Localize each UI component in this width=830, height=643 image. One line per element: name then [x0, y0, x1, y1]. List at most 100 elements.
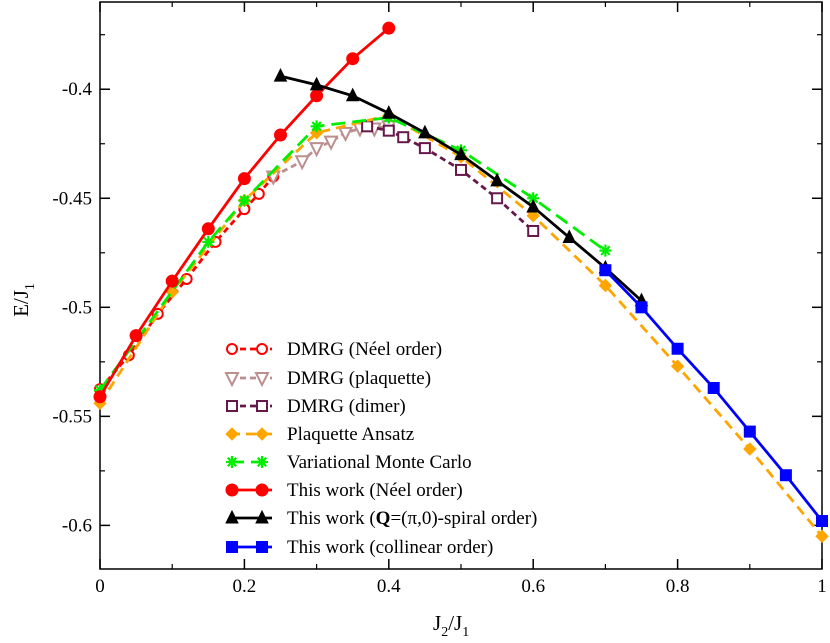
- data-point: [274, 128, 287, 142]
- star-stroke: [600, 245, 611, 256]
- data-point: [598, 278, 613, 293]
- series-line: [98, 113, 824, 538]
- data-point: [308, 142, 325, 158]
- data-point: [455, 163, 467, 176]
- data-point: [743, 442, 757, 456]
- data-point: [527, 224, 540, 237]
- data-point: [490, 172, 504, 187]
- x-tick-label: 0: [95, 576, 105, 597]
- data-point: [129, 329, 143, 343]
- x-tick-label: 0.8: [666, 576, 690, 597]
- data-point: [294, 155, 310, 171]
- data-point: [226, 541, 238, 553]
- legend-label-dmrg-plaquette: DMRG (plaquette): [287, 368, 431, 389]
- data-point: [165, 274, 179, 288]
- x-tick-label: 0.6: [521, 576, 545, 597]
- data-point: [526, 209, 540, 223]
- data-point: [397, 131, 410, 144]
- y-tick-label: -0.55: [52, 406, 92, 427]
- data-point: [238, 194, 251, 207]
- series-layer: [93, 21, 829, 543]
- legend-label-vmc: Variational Monte Carlo: [287, 452, 472, 473]
- data-point: [225, 509, 239, 524]
- data-point: [381, 105, 396, 119]
- data-point: [202, 235, 215, 248]
- data-point: [361, 120, 374, 133]
- data-point: [418, 124, 432, 139]
- data-point: [815, 529, 829, 543]
- x-tick-label: 1: [817, 576, 827, 597]
- data-point: [599, 244, 612, 257]
- legend-label-this-neel: This work (Néel order): [287, 480, 463, 501]
- data-point: [226, 400, 238, 412]
- legend-label-dmrg-dimer: DMRG (dimer): [287, 396, 406, 417]
- data-point: [382, 21, 396, 35]
- legend: DMRG (Néel order) DMRG (plaquette) DMRG …: [224, 339, 537, 558]
- star-stroke: [311, 121, 322, 132]
- legend-label-plaquette-ansatz: Plaquette Ansatz: [287, 424, 414, 445]
- y-tick-label: -0.45: [52, 188, 92, 209]
- data-point: [323, 135, 339, 151]
- star-stroke: [528, 193, 539, 204]
- data-point: [345, 87, 360, 102]
- data-point: [256, 541, 268, 553]
- y-tick-label: -0.6: [62, 515, 92, 536]
- data-point: [255, 427, 269, 441]
- series-line: [98, 175, 275, 390]
- data-point: [255, 509, 269, 524]
- axis-ticks: 0 0.2 0.4 0.6 0.8 1 -0.4 -0.45 -0.5 -0.55 -0.6: [52, 2, 827, 597]
- x-axis-title: J2/J1: [433, 611, 469, 640]
- data-point: [237, 172, 251, 186]
- data-point: [491, 192, 504, 205]
- data-point: [346, 52, 360, 66]
- data-point: [224, 372, 240, 388]
- data-point: [225, 483, 239, 497]
- legend-markers: [224, 343, 272, 553]
- data-point: [225, 427, 239, 441]
- data-point: [635, 301, 648, 314]
- data-point: [309, 76, 324, 91]
- data-point: [273, 68, 288, 82]
- data-point: [779, 469, 792, 482]
- legend-label-dmrg-neel: DMRG (Néel order): [287, 339, 442, 360]
- y-axis-title: E/J1: [9, 283, 38, 317]
- star-stroke: [226, 456, 238, 468]
- series-5: [93, 21, 396, 404]
- data-point: [562, 229, 577, 244]
- data-point: [256, 456, 268, 468]
- data-point: [256, 343, 268, 355]
- data-point: [671, 342, 684, 355]
- data-point: [93, 390, 107, 404]
- data-point: [226, 343, 238, 355]
- series-7: [599, 264, 828, 528]
- data-point: [201, 222, 215, 236]
- data-point: [599, 264, 612, 277]
- star-stroke: [239, 195, 250, 206]
- data-point: [670, 359, 685, 373]
- y-tick-label: -0.4: [62, 79, 93, 100]
- star-stroke: [256, 456, 268, 468]
- legend-label-this-spiral: This work (Q=(π,0)-spiral order): [287, 508, 537, 529]
- data-point: [310, 89, 324, 103]
- series-line: [366, 124, 535, 233]
- data-point: [526, 198, 541, 213]
- data-point: [454, 146, 468, 161]
- data-point: [382, 124, 395, 137]
- data-point: [337, 126, 354, 143]
- series-2: [361, 120, 540, 237]
- data-point: [226, 456, 238, 468]
- data-point: [743, 425, 756, 438]
- data-point: [255, 483, 269, 497]
- data-point: [310, 120, 323, 133]
- star-stroke: [203, 236, 214, 247]
- data-point: [256, 400, 268, 412]
- x-tick-label: 0.2: [233, 576, 257, 597]
- data-point: [418, 142, 431, 155]
- data-point: [252, 187, 265, 200]
- data-point: [707, 381, 720, 394]
- data-point: [816, 515, 828, 528]
- data-point: [254, 372, 270, 388]
- series-line: [98, 116, 607, 392]
- x-tick-label: 0.4: [377, 576, 401, 597]
